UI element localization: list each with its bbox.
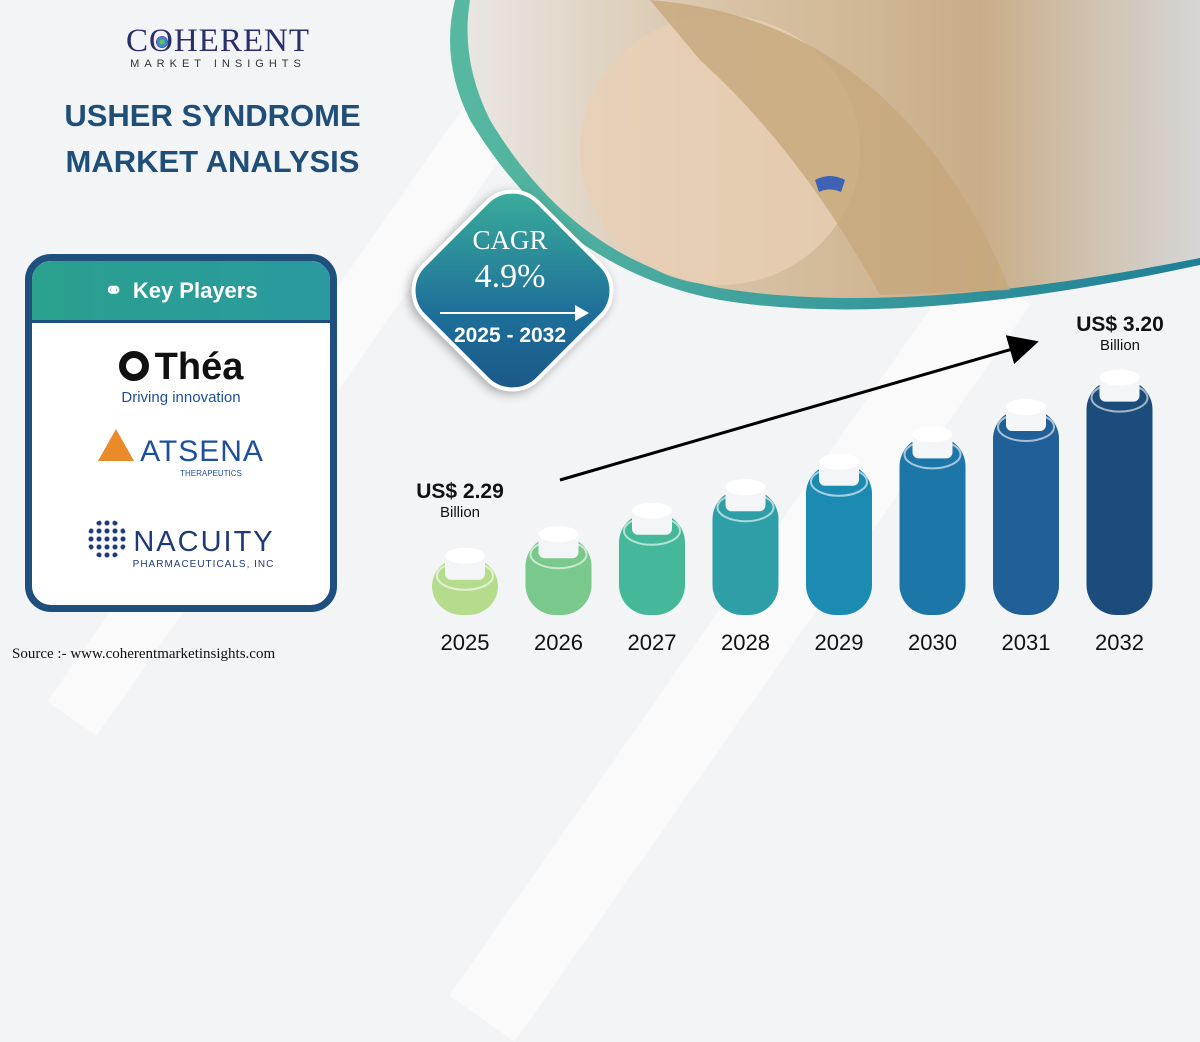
year-label: 2031	[1002, 630, 1051, 655]
year-label: 2029	[815, 630, 864, 655]
bar-cap-top	[445, 547, 485, 564]
bar-2027	[619, 512, 685, 615]
end-value-label: US$ 3.20 Billion	[1070, 313, 1170, 354]
key-players-panel: ⚭ Key Players Théa Driving innovation AT…	[25, 254, 337, 612]
nacuity-dots-icon	[87, 519, 128, 559]
cagr-text: CAGR 4.9% 2025 - 2032	[415, 225, 605, 348]
bar-cap-top	[1006, 398, 1046, 415]
market-size-chart: 2025 2026 2027 2028 2029 2030 2031 2032	[432, 335, 1153, 655]
cagr-period: 2025 - 2032	[453, 324, 567, 347]
cagr-label: CAGR	[472, 225, 548, 255]
source-text: Source :- www.coherentmarketinsights.com	[12, 646, 276, 662]
player-atsena: ATSENA THERAPEUTICS	[32, 429, 330, 478]
year-label: 2030	[908, 630, 957, 655]
bar-cap-top	[912, 426, 953, 443]
player-tagline: Driving innovation	[121, 389, 241, 406]
key-players-heading: Key Players	[132, 277, 258, 303]
bar-cap-top	[538, 526, 579, 543]
bar-2032	[1086, 379, 1153, 615]
logo-tagline: MARKET INSIGHTS	[130, 58, 306, 70]
bar-2029	[806, 463, 872, 615]
coherent-logo: COHERENT MARKET INSIGHTS	[118, 24, 318, 70]
player-name: NACUITY	[133, 526, 275, 558]
end-value: US$ 3.20	[1076, 313, 1164, 336]
bar-cap-top	[632, 502, 672, 519]
player-name: Théa	[154, 346, 244, 388]
start-value: US$ 2.29	[416, 480, 504, 503]
logo-dots-icon	[156, 36, 168, 48]
cagr-arrow-icon	[440, 305, 589, 321]
player-name: ATSENA	[140, 435, 264, 468]
end-unit: Billion	[1099, 337, 1141, 354]
page-title-line2: MARKET ANALYSIS	[65, 144, 360, 179]
bar-2030	[899, 436, 966, 615]
bar-cap-top	[725, 479, 766, 496]
page-title-line1: USHER SYNDROME	[64, 98, 361, 133]
growth-arrow	[559, 335, 1039, 482]
thea-logo-icon	[118, 351, 149, 381]
start-value-label: US$ 2.29 Billion	[415, 480, 505, 521]
player-tagline: THERAPEUTICS	[180, 469, 242, 478]
logo-name: COHERENT	[118, 24, 318, 58]
bar-cap-top	[1099, 369, 1140, 386]
bar-2031	[993, 408, 1059, 615]
key-players-header: ⚭ Key Players	[32, 261, 330, 323]
bar-2028	[712, 489, 779, 615]
cagr-value: 4.9%	[474, 258, 546, 295]
year-label: 2028	[721, 630, 770, 655]
bar-cap-top	[819, 453, 859, 470]
handshake-icon: ⚭	[104, 277, 123, 303]
atsena-logo-icon	[98, 429, 135, 461]
year-label: 2032	[1095, 630, 1144, 655]
player-nacuity: NACUITY PHARMACEUTICALS, INC	[32, 519, 330, 570]
player-tagline: PHARMACEUTICALS, INC	[132, 559, 275, 570]
start-unit: Billion	[439, 504, 481, 521]
year-label: 2026	[534, 630, 583, 655]
year-label: 2027	[628, 630, 677, 655]
player-thea: Théa Driving innovation	[32, 346, 330, 406]
year-label: 2025	[441, 630, 490, 655]
